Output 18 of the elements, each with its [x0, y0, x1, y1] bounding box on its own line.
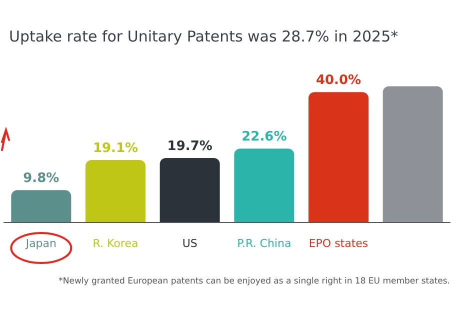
- data-label: 40.0%: [316, 73, 362, 88]
- text: *Newly granted European patents can be enjoyed as a single right in 18 EU member states.: [58, 276, 450, 286]
- chart-title: Uptake rate for Unitary Patents was 28.7% in 2025*: [9, 28, 399, 46]
- bar: [86, 160, 146, 222]
- bar: [160, 158, 220, 222]
- bar: [308, 92, 368, 222]
- bar: [382, 86, 443, 222]
- x-tick-label: R. Korea: [92, 237, 138, 250]
- x-tick-label: P.R. China: [237, 237, 292, 250]
- data-label: 22.6%: [242, 130, 287, 145]
- x-tick-label: EPO states: [308, 237, 368, 250]
- x-tick-label: Japan: [24, 237, 57, 250]
- x-tick-label: US: [182, 237, 198, 250]
- data-label: 19.1%: [92, 140, 138, 156]
- bar: [234, 148, 294, 222]
- data-label: 9.8%: [23, 171, 60, 186]
- data-label: 19.7%: [167, 139, 212, 154]
- bar: [11, 190, 72, 222]
